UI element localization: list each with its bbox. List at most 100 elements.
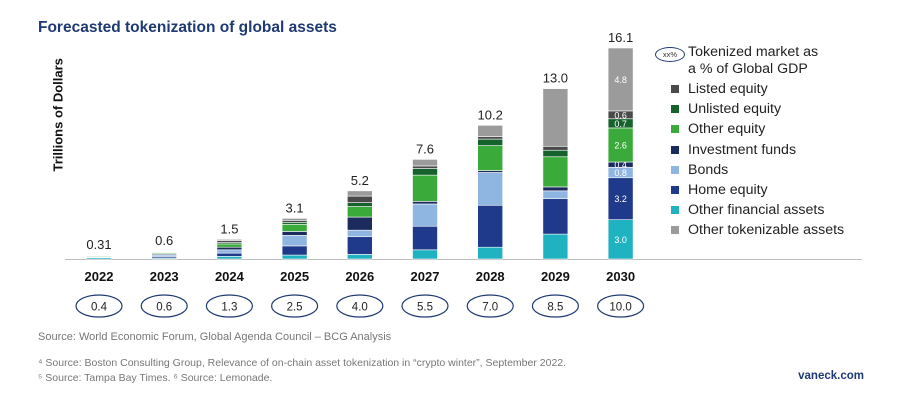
bar-segment-2027-other-tokenizable-assets <box>412 159 438 167</box>
legend-swatch <box>671 105 679 114</box>
bar-segment-2026-investment-funds <box>346 216 373 231</box>
bar-segment-2024-home-equity <box>216 252 243 257</box>
gdp-label-2030: 10.0 <box>609 302 631 314</box>
total-label-2028: 10.2 <box>478 107 503 122</box>
data-label-2030-other-tokenizable-assets: 4.8 <box>614 75 627 85</box>
legend-swatch <box>671 85 679 93</box>
gdp-label-2022: 0.4 <box>91 302 108 314</box>
bar-segment-2022-other-tokenizable-assets <box>86 254 112 256</box>
bar-segment-2024-other-tokenizable-assets <box>216 239 243 241</box>
x-tick-label-2026: 2026 <box>345 269 374 284</box>
legend-label: Listed equity <box>688 81 768 97</box>
total-label-2030: 16.1 <box>608 30 633 45</box>
gdp-ellipse-2025 <box>271 294 319 318</box>
legend-swatch <box>671 206 679 215</box>
bar-segment-2024-other-financial-assets <box>216 256 243 260</box>
legend-label: Other equity <box>688 121 766 138</box>
bar-segment-2027-other-financial-assets <box>412 249 438 260</box>
bar-segment-2029-bonds <box>542 190 569 200</box>
total-label-2023: 0.6 <box>155 233 173 248</box>
bar-segment-2026-other-financial-assets <box>346 254 373 260</box>
legend-swatch <box>671 145 679 154</box>
bar-segment-2024-other-equity <box>216 243 243 248</box>
bar-segment-2028-unlisted-equity <box>477 138 504 146</box>
legend-label: Home equity <box>688 181 768 198</box>
legend-gdp-marker: xx% <box>655 47 685 62</box>
legend-label: Bonds <box>688 161 729 178</box>
bar-segment-2028-other-equity <box>477 145 504 171</box>
bar-segment-2027-listed-equity <box>412 165 438 169</box>
data-label-2030-investment-funds: 0.4 <box>614 160 627 170</box>
bar-segment-2030-other-tokenizable-assets <box>607 47 634 112</box>
bar-segment-2027-investment-funds <box>412 201 438 205</box>
total-label-2027: 7.6 <box>416 141 434 156</box>
gdp-label-2026: 4.0 <box>352 302 368 314</box>
bar-segment-2026-home-equity <box>346 236 373 255</box>
bar-segment-2027-other-equity <box>412 174 438 202</box>
gdp-label-2027: 5.5 <box>417 302 433 314</box>
x-tick-label-2023: 2023 <box>150 269 179 284</box>
gdp-ellipse-2028 <box>466 294 514 318</box>
bar-segment-2028-bonds <box>477 172 504 206</box>
legend-swatch <box>671 165 679 174</box>
data-label-2030-home-equity: 3.2 <box>614 194 627 204</box>
bar-segment-2030-other-equity <box>607 127 634 163</box>
bar-segment-2029-other-tokenizable-assets <box>542 88 569 147</box>
data-label-2030-other-financial-assets: 3.0 <box>614 235 627 245</box>
gdp-label-2029: 8.5 <box>547 302 563 314</box>
bar-segment-2028-home-equity <box>477 204 504 248</box>
bar-segment-2024-investment-funds <box>216 246 243 251</box>
bar-segment-2026-unlisted-equity <box>346 202 373 207</box>
gdp-ellipse-2026 <box>336 294 384 318</box>
stacked-bar-chart: 0.31 2022 0.4 0.6 2023 0.6 1.5 2024 1.3 3.1 2025 2.… <box>65 30 862 318</box>
bar-segment-2026-bonds <box>346 229 373 238</box>
gdp-label-2025: 2.5 <box>287 302 303 314</box>
data-label-2030-unlisted-equity: 0.7 <box>614 119 627 129</box>
total-label-2026: 5.2 <box>351 173 369 188</box>
bar-segment-2025-other-equity <box>281 223 308 232</box>
legend-label: Investment funds <box>688 141 797 158</box>
gdp-ellipse-2027 <box>401 294 449 318</box>
gdp-ellipse-2029 <box>531 294 580 318</box>
total-label-2024: 1.5 <box>220 221 238 236</box>
bar-segment-2029-other-equity <box>542 156 569 188</box>
total-label-2029: 13.0 <box>543 71 568 86</box>
legend-gdp-text-line2: a % of Global GDP <box>688 61 808 77</box>
legend-gdp-text-line1: Tokenized market as <box>688 44 819 60</box>
gdp-ellipse-2023 <box>140 294 188 318</box>
source-note: Source: World Economic Forum, Global Age… <box>38 331 392 343</box>
legend-label: Unlisted equity <box>688 101 782 118</box>
x-tick-label-2029: 2029 <box>541 269 570 284</box>
bar-segment-2023-other-tokenizable-assets <box>151 250 177 253</box>
gdp-ellipse-2022 <box>75 294 123 318</box>
legend-swatch <box>671 125 679 134</box>
footnote-5-6: ⁵ Source: Tampa Bay Times. ⁶ Source: Lem… <box>38 372 273 384</box>
gdp-label-2028: 7.0 <box>482 302 498 314</box>
bar-segment-2028-other-tokenizable-assets <box>477 125 504 137</box>
bar-segment-2027-home-equity <box>412 225 438 251</box>
footnote-4: ⁴ Source: Boston Consulting Group, Relev… <box>38 357 567 369</box>
brand-link[interactable]: vaneck.com <box>798 370 864 382</box>
bar-segment-2026-other-tokenizable-assets <box>346 190 373 197</box>
bar-segment-2029-home-equity <box>542 198 569 235</box>
bar-segment-2030-home-equity <box>607 177 634 220</box>
bar-segment-2025-investment-funds <box>281 231 308 236</box>
x-tick-label-2022: 2022 <box>85 269 114 284</box>
bar-segment-2029-listed-equity <box>542 145 569 151</box>
gdp-label-2024: 1.3 <box>221 302 237 314</box>
gdp-ellipse-2030 <box>596 294 645 318</box>
data-label-2030-other-equity: 2.6 <box>614 140 627 150</box>
chart-title: Forecasted tokenization of global assets <box>38 19 337 36</box>
bar-segment-2025-home-equity <box>281 245 308 256</box>
bar-segment-2029-unlisted-equity <box>542 149 569 158</box>
legend-label: Other financial assets <box>688 202 825 219</box>
x-tick-label-2025: 2025 <box>280 269 309 284</box>
legend-gdp-text: Tokenized market as a % of Global GDP <box>688 44 818 78</box>
gdp-ellipse-2024 <box>205 294 253 318</box>
data-label-2030-bonds: 0.8 <box>614 168 627 178</box>
bar-segment-2025-other-tokenizable-assets <box>281 218 308 221</box>
bar-segment-2027-bonds <box>412 203 438 227</box>
legend-label: Other tokenizable assets <box>688 222 845 239</box>
gdp-label-2023: 0.6 <box>156 302 172 314</box>
x-tick-label-2030: 2030 <box>606 269 635 284</box>
